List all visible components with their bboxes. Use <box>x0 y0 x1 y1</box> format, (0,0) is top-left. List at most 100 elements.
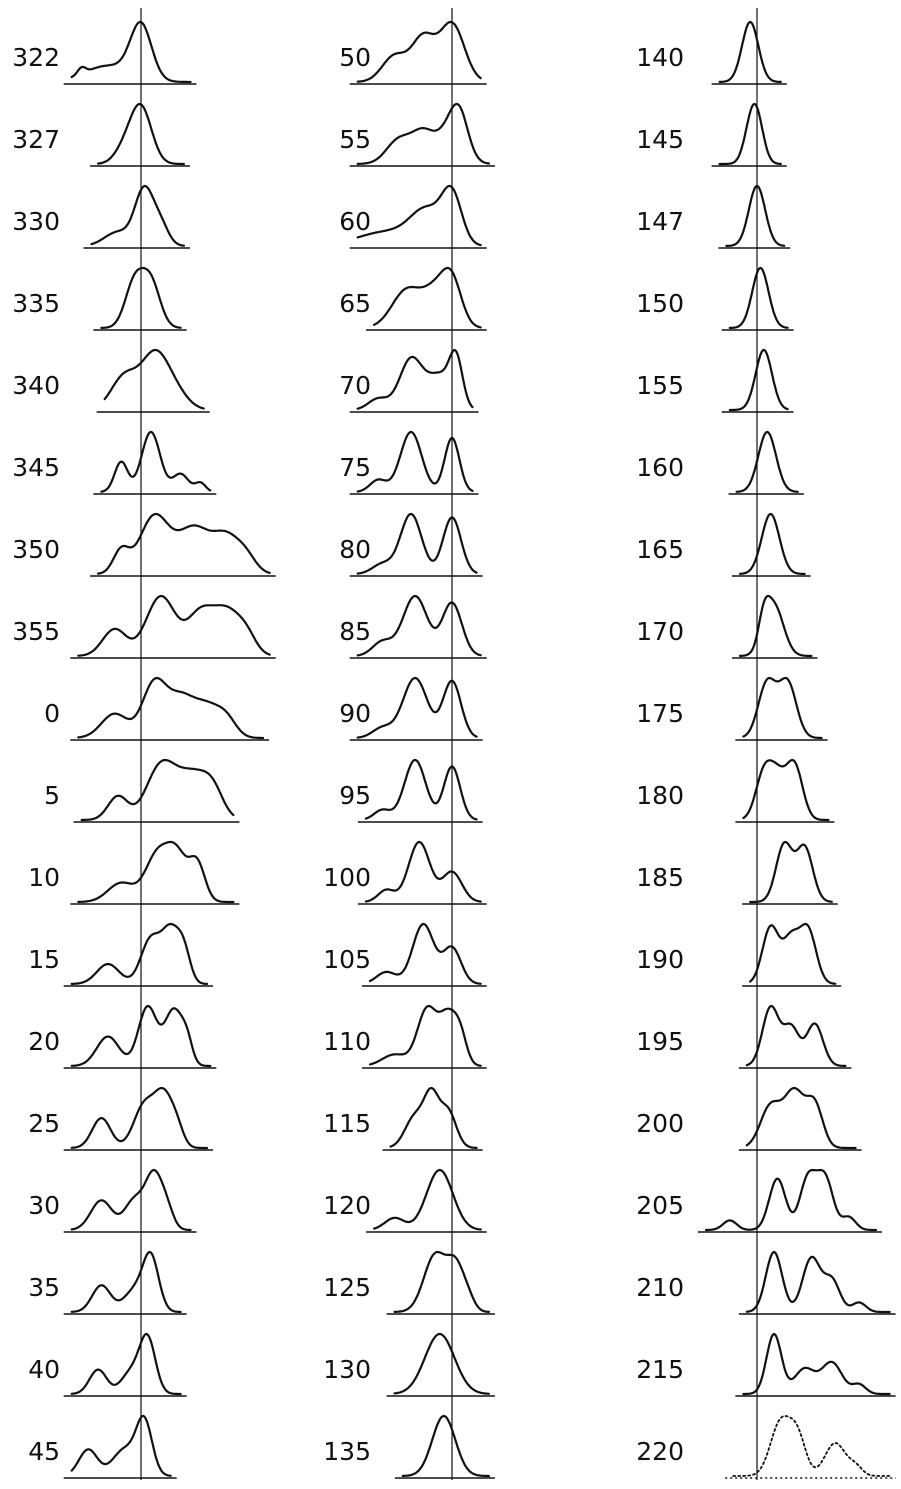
profile-115: 115 <box>323 1086 483 1151</box>
profile-label: 75 <box>339 453 371 482</box>
profile-label: 5 <box>44 781 60 810</box>
profile-215: 215 <box>636 1332 896 1397</box>
profile-label: 10 <box>28 863 60 892</box>
profile-curve <box>745 1250 891 1314</box>
profile-322: 322 <box>12 20 197 85</box>
profile-curve <box>100 430 212 493</box>
profile-curve <box>97 102 185 166</box>
profile-75: 75 <box>339 430 479 495</box>
profile-85: 85 <box>339 594 487 659</box>
profile-155: 155 <box>636 348 794 413</box>
profile-label: 70 <box>339 371 371 400</box>
profile-label: 110 <box>323 1027 371 1056</box>
profile-column-middle: 50 55 60 65 70 75 80 85 90 95 100 105 110 115 120 125 13… <box>323 8 495 1480</box>
profile-label: 55 <box>339 125 371 154</box>
profile-curve <box>393 1250 490 1313</box>
profile-curve <box>373 1168 482 1231</box>
profile-165: 165 <box>636 512 811 577</box>
profile-label: 355 <box>12 617 60 646</box>
profile-195: 195 <box>636 1004 852 1069</box>
profile-70: 70 <box>339 348 479 413</box>
profile-15: 15 <box>28 922 213 987</box>
profile-label: 60 <box>339 207 371 236</box>
profile-curve <box>77 594 271 657</box>
profile-label: 65 <box>339 289 371 318</box>
profile-label: 165 <box>636 535 684 564</box>
profile-label: 340 <box>12 371 60 400</box>
profile-curve <box>356 512 478 575</box>
profile-curve <box>77 840 235 904</box>
profile-label: 195 <box>636 1027 684 1056</box>
profile-label: 105 <box>323 945 371 974</box>
profile-curve <box>742 758 830 822</box>
profile-curve <box>97 512 271 575</box>
profile-150: 150 <box>636 266 794 331</box>
profile-55: 55 <box>339 102 495 167</box>
profile-curve <box>356 430 474 493</box>
profile-145: 145 <box>636 102 787 167</box>
profile-345: 345 <box>12 430 217 495</box>
profile-curve <box>401 1414 490 1478</box>
profile-label: 50 <box>339 43 371 72</box>
profile-label: 180 <box>636 781 684 810</box>
profile-curve <box>103 348 205 410</box>
profile-25: 25 <box>28 1086 213 1151</box>
profile-label: 135 <box>323 1437 371 1466</box>
profile-335: 335 <box>12 266 187 331</box>
profile-curve <box>389 1086 478 1149</box>
profile-label: 150 <box>636 289 684 318</box>
profile-curve <box>393 1332 490 1395</box>
profile-330: 330 <box>12 184 190 249</box>
profile-label: 185 <box>636 863 684 892</box>
profile-327: 327 <box>12 102 190 167</box>
profile-label: 335 <box>12 289 60 318</box>
profile-curve <box>70 20 192 84</box>
profile-label: 155 <box>636 371 684 400</box>
profile-label: 40 <box>28 1355 60 1384</box>
profile-label: 90 <box>339 699 371 728</box>
profile-20: 20 <box>28 1004 217 1069</box>
profile-curve <box>70 1086 209 1150</box>
profile-147: 147 <box>636 184 791 249</box>
profile-curve <box>738 594 813 658</box>
profile-curve <box>728 266 789 329</box>
profile-curve <box>749 922 837 985</box>
profile-30: 30 <box>28 1168 197 1233</box>
profile-column-right: 140 145 147 150 155 160 165 170 175 180 185 190 195 2… <box>636 8 896 1480</box>
profile-label: 125 <box>323 1273 371 1302</box>
profile-label: 20 <box>28 1027 60 1056</box>
profile-label: 330 <box>12 207 60 236</box>
profile-curve <box>368 922 482 985</box>
profile-label: 350 <box>12 535 60 564</box>
profile-120: 120 <box>323 1168 487 1233</box>
profile-curve <box>100 266 182 329</box>
profile-curve <box>356 184 482 247</box>
profile-curve <box>749 840 833 904</box>
profile-curve <box>373 266 482 329</box>
profile-label: 170 <box>636 617 684 646</box>
profile-5: 5 <box>44 758 240 823</box>
profile-curve <box>356 676 478 739</box>
profile-curve <box>704 1168 878 1232</box>
profile-label: 120 <box>323 1191 371 1220</box>
profile-curve <box>742 1332 891 1396</box>
profile-160: 160 <box>636 430 804 495</box>
profile-curve <box>70 1332 182 1396</box>
profile-label: 215 <box>636 1355 684 1384</box>
profile-curve <box>742 676 823 740</box>
profile-40: 40 <box>28 1332 187 1397</box>
profile-350: 350 <box>12 512 276 577</box>
profile-label: 115 <box>323 1109 371 1138</box>
profile-100: 100 <box>323 840 487 905</box>
profile-135: 135 <box>323 1414 495 1479</box>
profile-label: 220 <box>636 1437 684 1466</box>
profile-curve <box>718 20 782 83</box>
profile-label: 175 <box>636 699 684 728</box>
profile-curve <box>77 676 265 740</box>
profile-355: 355 <box>12 594 276 659</box>
profile-column-left: 322 327 330 335 340 345 350 355 0 5 10 15 20 25 30 35 40… <box>12 8 276 1480</box>
profile-label: 0 <box>44 699 60 728</box>
profile-45: 45 <box>28 1414 177 1479</box>
profile-curve <box>728 348 789 412</box>
